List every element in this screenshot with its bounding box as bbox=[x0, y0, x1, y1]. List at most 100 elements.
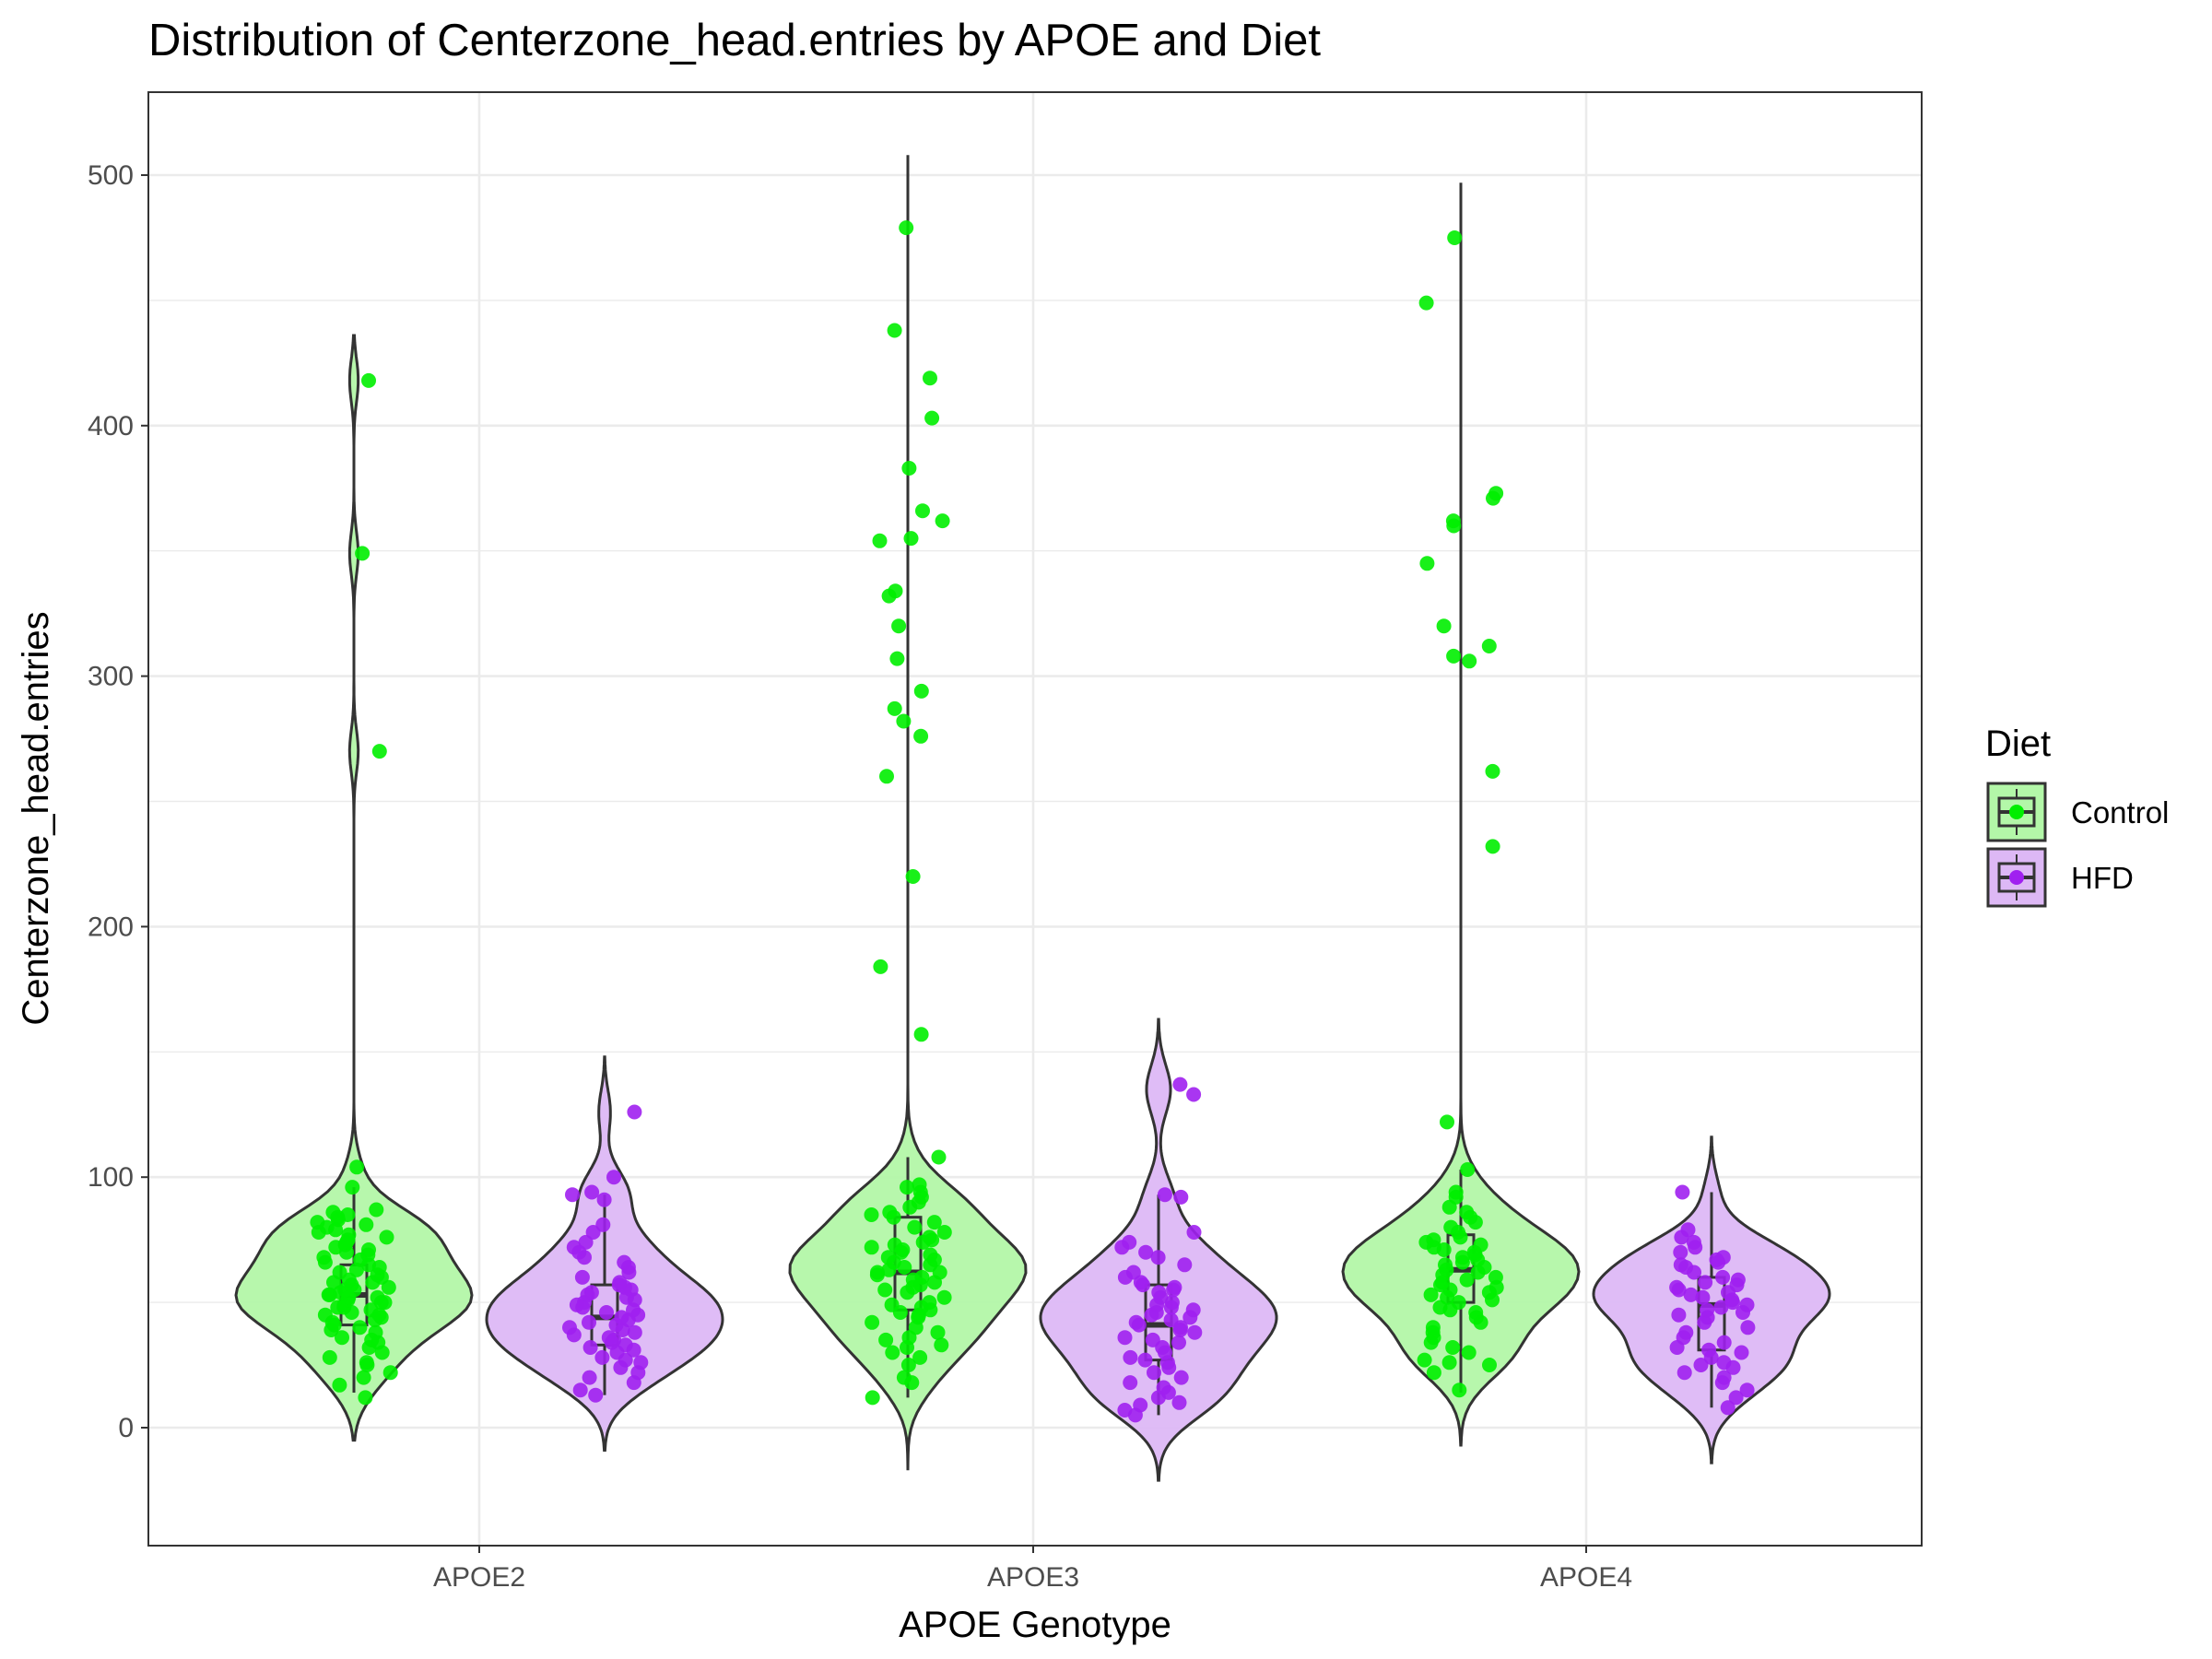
data-point bbox=[316, 1250, 332, 1265]
data-point bbox=[1673, 1257, 1688, 1273]
data-point bbox=[335, 1330, 349, 1346]
data-point bbox=[599, 1305, 614, 1320]
data-point bbox=[1677, 1365, 1692, 1381]
data-point bbox=[922, 1295, 937, 1311]
data-point bbox=[926, 1215, 942, 1230]
data-point bbox=[582, 1314, 596, 1330]
data-point bbox=[1440, 1114, 1454, 1130]
data-point bbox=[596, 1192, 612, 1207]
data-point bbox=[1488, 1269, 1503, 1285]
data-point bbox=[614, 1310, 629, 1325]
data-point bbox=[1459, 1272, 1475, 1288]
data-point bbox=[873, 959, 888, 974]
data-point bbox=[1122, 1234, 1137, 1250]
data-point bbox=[1701, 1342, 1717, 1358]
data-point bbox=[584, 1184, 600, 1200]
data-point bbox=[1445, 513, 1461, 529]
data-point bbox=[870, 1265, 885, 1280]
data-point bbox=[914, 1269, 930, 1285]
x-axis: APOE2 APOE3 APOE4 bbox=[433, 1546, 1632, 1593]
data-point bbox=[878, 1332, 894, 1347]
data-point bbox=[924, 410, 940, 426]
data-point bbox=[572, 1382, 588, 1398]
data-point bbox=[1446, 648, 1462, 664]
data-point bbox=[355, 546, 371, 561]
data-point bbox=[310, 1215, 325, 1230]
data-point bbox=[1720, 1400, 1735, 1416]
data-point bbox=[1438, 1257, 1453, 1273]
data-point bbox=[1730, 1272, 1746, 1288]
data-point bbox=[321, 1287, 336, 1302]
data-point bbox=[1485, 763, 1500, 779]
data-point bbox=[1186, 1225, 1202, 1240]
data-point bbox=[1164, 1295, 1180, 1311]
data-point bbox=[1167, 1279, 1182, 1295]
data-point bbox=[905, 869, 921, 884]
data-point bbox=[901, 461, 917, 476]
data-point bbox=[565, 1187, 580, 1203]
legend: Diet Control HFD bbox=[1985, 724, 2169, 908]
data-point bbox=[935, 513, 950, 529]
y-tick-label: 400 bbox=[88, 411, 134, 441]
data-point bbox=[1448, 1184, 1464, 1200]
legend-key-point bbox=[2009, 805, 2024, 819]
data-point bbox=[382, 1365, 398, 1381]
data-point bbox=[1418, 295, 1434, 311]
data-point bbox=[370, 1289, 385, 1305]
data-point bbox=[1171, 1335, 1186, 1350]
y-axis-title: Centerzone_head.entries bbox=[16, 611, 56, 1025]
data-point bbox=[1419, 556, 1435, 571]
data-point bbox=[1163, 1312, 1179, 1328]
data-point bbox=[612, 1275, 628, 1290]
data-point bbox=[1157, 1187, 1172, 1203]
data-point bbox=[1473, 1237, 1488, 1253]
data-point bbox=[379, 1230, 394, 1245]
y-tick-label: 100 bbox=[88, 1162, 134, 1193]
data-point bbox=[1147, 1365, 1161, 1381]
data-point bbox=[1680, 1222, 1696, 1238]
data-point bbox=[356, 1370, 371, 1385]
data-point bbox=[1123, 1349, 1138, 1365]
data-point bbox=[1125, 1265, 1141, 1280]
data-point bbox=[1436, 618, 1452, 634]
data-point bbox=[896, 713, 912, 729]
data-point bbox=[891, 618, 907, 634]
data-point bbox=[884, 1297, 900, 1312]
data-point bbox=[930, 1324, 946, 1340]
data-point bbox=[1156, 1380, 1171, 1395]
x-tick-label: APOE4 bbox=[1540, 1562, 1632, 1593]
data-point bbox=[903, 531, 919, 547]
data-point bbox=[361, 372, 376, 388]
data-point bbox=[582, 1370, 597, 1385]
data-point bbox=[1739, 1382, 1755, 1398]
data-point bbox=[601, 1330, 617, 1346]
data-point bbox=[1740, 1320, 1756, 1335]
data-point bbox=[1716, 1355, 1732, 1371]
data-point bbox=[1715, 1269, 1731, 1285]
y-tick-label: 500 bbox=[88, 160, 134, 191]
data-point bbox=[341, 1227, 357, 1242]
data-point bbox=[574, 1269, 590, 1285]
data-point bbox=[1485, 839, 1500, 854]
data-point bbox=[633, 1355, 649, 1371]
data-point bbox=[363, 1302, 379, 1318]
data-point bbox=[1177, 1257, 1193, 1273]
data-point bbox=[931, 1149, 947, 1165]
data-point bbox=[1734, 1345, 1749, 1360]
data-point bbox=[606, 1170, 621, 1185]
data-point bbox=[1145, 1332, 1160, 1347]
data-point bbox=[889, 651, 905, 666]
data-point bbox=[1138, 1244, 1154, 1260]
data-point bbox=[887, 323, 902, 338]
data-point bbox=[915, 503, 930, 519]
data-point bbox=[877, 1282, 893, 1298]
legend-label: HFD bbox=[2071, 861, 2134, 895]
data-point bbox=[358, 1390, 373, 1406]
data-point bbox=[1137, 1352, 1153, 1368]
data-point bbox=[896, 1370, 912, 1385]
chart-title: Distribution of Centerzone_head.entries … bbox=[148, 16, 1321, 65]
data-point bbox=[322, 1349, 337, 1365]
x-axis-title: APOE Genotype bbox=[899, 1605, 1171, 1645]
data-point bbox=[1451, 1295, 1466, 1311]
data-point bbox=[588, 1387, 604, 1403]
